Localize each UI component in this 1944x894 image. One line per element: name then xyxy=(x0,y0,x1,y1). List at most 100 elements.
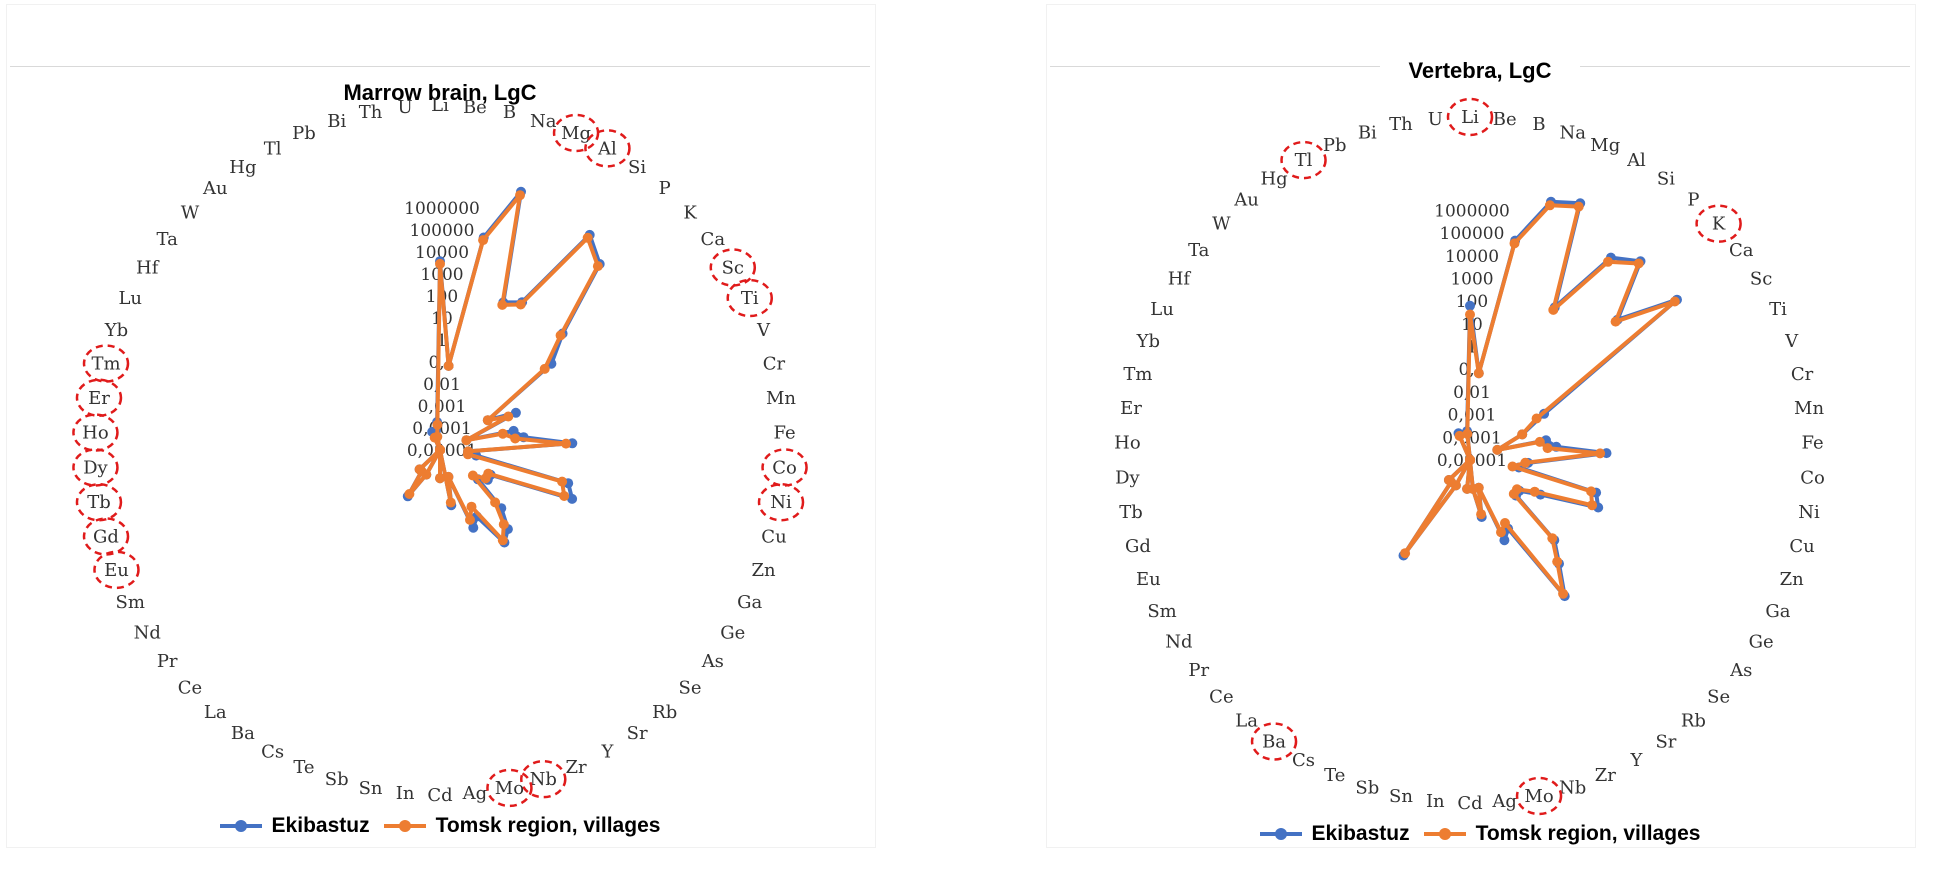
category-label-zr: Zr xyxy=(565,757,587,778)
category-label-au: Au xyxy=(1233,190,1259,211)
category-label-yb: Yb xyxy=(1136,331,1160,352)
category-label-eu: Eu xyxy=(104,560,129,581)
point-tomsk-region-villages-zn xyxy=(1587,500,1598,511)
chart-legend: Ekibastuz Tomsk region, villages xyxy=(0,814,880,838)
category-label-mg: Mg xyxy=(561,123,591,144)
point-tomsk-region-villages-fe xyxy=(1595,448,1606,459)
category-label-sc: Sc xyxy=(722,258,744,279)
highlight-ring-al xyxy=(584,129,631,168)
category-label-hf: Hf xyxy=(136,258,160,279)
category-label-al: Al xyxy=(597,138,617,159)
category-label-cd: Cd xyxy=(1457,793,1482,814)
category-label-bi: Bi xyxy=(1358,123,1377,144)
point-tomsk-region-villages-rb xyxy=(1552,556,1563,567)
category-label-dy: Dy xyxy=(83,457,108,478)
legend-item-ekibastuz: Ekibastuz xyxy=(1259,822,1410,846)
category-label-ga: Ga xyxy=(737,592,762,613)
point-tomsk-region-villages-zr xyxy=(1496,527,1506,538)
tick-label-100000: 100000 xyxy=(410,221,475,241)
category-label-cs: Cs xyxy=(261,742,284,763)
category-label-cu: Cu xyxy=(1789,536,1814,557)
highlight-ring-gd xyxy=(82,517,130,556)
point-ekibastuz-li xyxy=(1465,300,1475,311)
category-label-ba: Ba xyxy=(231,723,255,744)
point-tomsk-region-villages-be xyxy=(1473,368,1484,379)
point-tomsk-region-villages-sr xyxy=(497,535,508,546)
point-tomsk-region-villages-as xyxy=(467,470,478,481)
point-tomsk-region-villages-li xyxy=(1465,309,1475,320)
chart-frame xyxy=(1046,4,1916,848)
tick-label-0-001: 0,001 xyxy=(1448,406,1497,426)
point-tomsk-region-villages-cd xyxy=(435,473,445,484)
category-label-zr: Zr xyxy=(1595,765,1617,786)
category-label-lu: Lu xyxy=(118,288,142,309)
series-tomsk-region-villages xyxy=(1400,200,1680,599)
category-label-as: As xyxy=(1729,660,1752,681)
point-tomsk-region-villages-rb xyxy=(498,519,509,530)
highlight-ring-tl xyxy=(1280,140,1327,180)
category-label-sn: Sn xyxy=(1389,786,1413,807)
category-label-ce: Ce xyxy=(178,678,202,699)
point-tomsk-region-villages-na xyxy=(1544,200,1555,211)
point-ekibastuz-zr xyxy=(468,522,479,533)
point-tomsk-region-villages-in xyxy=(1462,483,1473,494)
category-label-ca: Ca xyxy=(701,229,726,250)
tick-label-1: 1 xyxy=(1467,338,1478,358)
category-label-yb: Yb xyxy=(104,320,128,341)
category-label-w: W xyxy=(1212,214,1231,235)
point-tomsk-region-villages-ga xyxy=(1529,486,1540,497)
category-label-cr: Cr xyxy=(1791,364,1814,385)
category-label-in: In xyxy=(1426,791,1445,812)
tick-labels: 0,000010,00010,0010,010,1110100100010000… xyxy=(404,199,480,461)
category-label-w: W xyxy=(181,202,200,223)
tick-label-10000: 10000 xyxy=(415,243,469,263)
category-label-th: Th xyxy=(359,102,383,123)
point-tomsk-region-villages-ge xyxy=(480,473,491,484)
category-label-mg: Mg xyxy=(1590,135,1620,156)
category-label-eu: Eu xyxy=(1136,569,1161,590)
category-label-er: Er xyxy=(88,388,110,409)
category-label-u: U xyxy=(1428,109,1443,130)
highlight-ring-tm xyxy=(82,344,130,383)
category-label-al: Al xyxy=(1626,150,1646,171)
point-tomsk-region-villages-ni xyxy=(1507,461,1518,472)
category-label-pr: Pr xyxy=(157,651,178,672)
point-tomsk-region-villages-as xyxy=(1508,488,1519,499)
category-label-bi: Bi xyxy=(327,111,346,132)
point-tomsk-region-villages-ce xyxy=(414,464,425,475)
point-tomsk-region-villages-u xyxy=(1462,428,1473,439)
point-tomsk-region-villages-bi xyxy=(435,445,445,455)
category-label-in: In xyxy=(396,783,415,804)
category-label-sb: Sb xyxy=(1355,777,1379,798)
category-label-pb: Pb xyxy=(1323,135,1347,156)
category-label-fe: Fe xyxy=(773,423,795,444)
point-tomsk-region-villages-ca xyxy=(539,363,550,374)
highlight-ring-k xyxy=(1695,204,1742,243)
category-label-cs: Cs xyxy=(1292,750,1315,771)
highlight-ring-ni xyxy=(757,482,805,522)
series-tomsk-region-villages xyxy=(404,190,603,546)
category-label-b: B xyxy=(503,102,516,123)
category-label-la: La xyxy=(1235,710,1258,731)
point-tomsk-region-villages-v xyxy=(1492,444,1503,455)
category-label-na: Na xyxy=(530,111,557,132)
point-tomsk-region-villages-sc xyxy=(1531,413,1542,424)
tick-label-1000000: 1000000 xyxy=(404,199,480,219)
series-ekibastuz xyxy=(1398,196,1682,602)
point-tomsk-region-villages-th xyxy=(432,431,443,442)
category-label-hf: Hf xyxy=(1168,269,1192,290)
point-tomsk-region-villages-si xyxy=(582,232,593,243)
category-label-ni: Ni xyxy=(1798,502,1820,523)
category-label-cd: Cd xyxy=(427,785,452,806)
point-tomsk-region-villages-nb xyxy=(443,471,454,482)
legend-swatch-ekibastuz xyxy=(1259,828,1302,840)
point-tomsk-region-villages-ba xyxy=(404,489,415,499)
chart-panel-vertebra: Vertebra, LgC 0,000010,00010,0010,010,11… xyxy=(1040,0,1920,894)
category-label-tb: Tb xyxy=(1119,502,1143,523)
category-label-nb: Nb xyxy=(1559,777,1586,798)
category-label-li: Li xyxy=(431,95,449,116)
point-tomsk-region-villages-fe xyxy=(561,438,571,449)
highlight-marks xyxy=(72,113,808,808)
highlight-ring-ba xyxy=(1250,722,1298,761)
category-label-pb: Pb xyxy=(292,123,316,144)
